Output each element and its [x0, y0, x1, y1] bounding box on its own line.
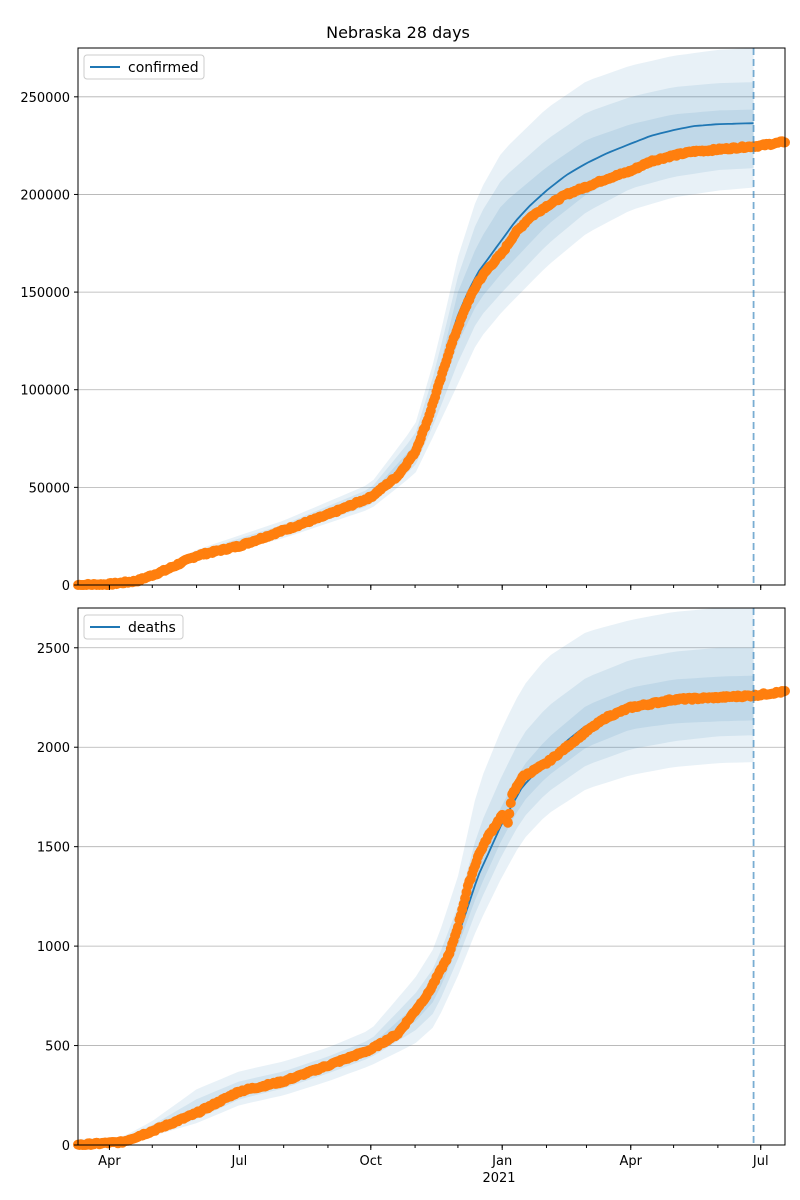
deaths-points	[73, 686, 790, 1150]
confirmed-y-tick-label: 200000	[20, 188, 70, 203]
deaths-y-tick-label: 2500	[37, 642, 70, 657]
deaths-y-tick-label: 2000	[37, 741, 70, 756]
deaths-x-tick-label: Jan	[491, 1154, 512, 1169]
deaths-axes-frame	[77, 607, 786, 1146]
confirmed-y-tick-label: 50000	[29, 481, 70, 496]
deaths-uncertainty-band	[78, 675, 754, 1145]
confirmed-y-tick-label: 0	[62, 579, 70, 594]
deaths-x-tick-label: Jul	[231, 1154, 248, 1169]
deaths-x-ticks: Apr Jul Oct Jan Apr Jul	[98, 1145, 769, 1169]
deaths-x-tick-label: Jul	[752, 1154, 769, 1169]
deaths-y-tick-label: 0	[62, 1139, 70, 1154]
deaths-x-tick-label: Apr	[619, 1154, 642, 1169]
deaths-legend: deaths	[83, 614, 184, 640]
deaths-observed-point	[502, 817, 513, 828]
confirmed-y-ticks: 0 50000 100000 150000 200000 250000	[20, 91, 78, 594]
confirmed-points	[73, 136, 790, 590]
confirmed-legend: confirmed	[83, 54, 205, 80]
confirmed-grid	[78, 96, 785, 488]
x-axis-year-label: 2021	[482, 1171, 515, 1186]
confirmed-panel: 0 50000 100000 150000 200000 250000 confirmed	[20, 47, 790, 594]
confirmed-y-tick-label: 150000	[20, 286, 70, 301]
deaths-observed-point	[452, 922, 463, 933]
deaths-y-tick-label: 1000	[37, 940, 70, 955]
deaths-legend-label: deaths	[128, 620, 176, 636]
deaths-uncertainty-band	[78, 608, 754, 1145]
confirmed-legend-label: confirmed	[128, 60, 199, 76]
confirmed-x-ticks	[108, 585, 762, 590]
confirmed-y-tick-label: 100000	[20, 384, 70, 399]
deaths-grid	[78, 647, 785, 1046]
deaths-y-tick-label: 1500	[37, 841, 70, 856]
confirmed-uncertainty-band	[78, 82, 754, 585]
deaths-observed-point	[505, 798, 516, 808]
deaths-y-tick-label: 500	[45, 1040, 70, 1055]
deaths-observed-point	[504, 808, 515, 819]
confirmed-y-tick-label: 250000	[20, 91, 70, 106]
deaths-y-ticks: 0 500 1000 1500 2000 2500	[37, 642, 78, 1154]
deaths-x-tick-label: Oct	[360, 1154, 382, 1169]
figure-title: Nebraska 28 days	[326, 23, 470, 42]
deaths-x-tick-label: Apr	[98, 1154, 121, 1169]
confirmed-axes-frame	[77, 47, 786, 586]
